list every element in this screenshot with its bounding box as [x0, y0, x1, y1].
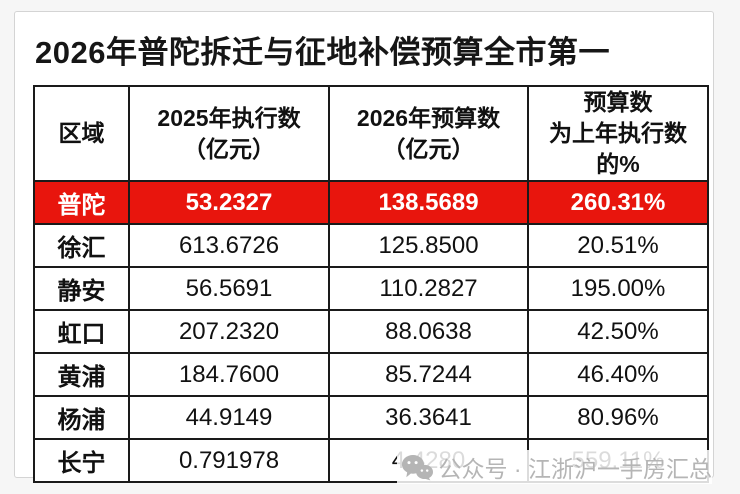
- col-header-line1: 区域: [58, 120, 105, 146]
- budget-2026-cell: 36.3641: [328, 395, 529, 440]
- col-header-line1: 2026年预算数: [356, 104, 501, 131]
- col-header-line1: 2025年执行数: [157, 104, 301, 131]
- col-header-line2: （亿元）: [183, 135, 275, 162]
- col-header-exec-2025: 2025年执行数 （亿元）: [128, 85, 330, 182]
- region-cell: 黄浦: [33, 352, 130, 397]
- exec-2025-cell: 184.7600: [128, 352, 330, 397]
- budget-2026-cell: 85.7244: [328, 352, 529, 397]
- col-header-line1: 预算数: [583, 89, 653, 115]
- exec-2025-cell: 613.6726: [128, 223, 330, 268]
- region-cell: 徐汇: [33, 223, 130, 268]
- table-row-xuhui: 徐汇 613.6726 125.8500 20.51%: [33, 223, 709, 268]
- exec-2025-cell: 207.2320: [128, 309, 330, 354]
- pct-cell: 80.96%: [527, 395, 709, 440]
- col-header-line2: 为上年执行数的%: [549, 120, 687, 177]
- budget-2026-cell: 110.2827: [328, 266, 529, 311]
- exec-2025-cell: 44.9149: [128, 395, 330, 440]
- image-card: 2026年普陀拆迁与征地补偿预算全市第一 区域 2025年执行数 （亿元） 202…: [14, 11, 714, 483]
- table-row-yangpu: 杨浦 44.9149 36.3641 80.96%: [33, 395, 709, 440]
- exec-2025-cell: 0.791978: [128, 438, 330, 483]
- pct-cell: 20.51%: [527, 223, 709, 268]
- col-header-line2: （亿元）: [382, 135, 475, 162]
- region-cell: 普陀: [33, 180, 130, 225]
- pct-cell: 46.40%: [527, 352, 709, 397]
- budget-table: 区域 2025年执行数 （亿元） 2026年预算数 （亿元） 预算数为上年执行数的%…: [33, 85, 709, 483]
- budget-2026-cell: 125.8500: [328, 223, 529, 268]
- col-header-region: 区域: [33, 85, 130, 182]
- budget-2026-cell: 138.5689: [328, 180, 529, 225]
- table-row-hongkou: 虹口 207.2320 88.0638 42.50%: [33, 309, 709, 354]
- region-cell: 长宁: [33, 438, 130, 483]
- region-cell: 静安: [33, 266, 130, 311]
- pct-cell: 195.00%: [527, 266, 709, 311]
- pct-cell: 260.31%: [527, 180, 709, 225]
- page-title: 2026年普陀拆迁与征地补偿预算全市第一: [35, 35, 610, 70]
- watermark-text: 公众号 · 江浙沪一手房汇总: [438, 456, 712, 482]
- region-cell: 杨浦: [33, 395, 130, 440]
- pct-cell: 42.50%: [527, 309, 709, 354]
- budget-2026-cell: 88.0638: [328, 309, 529, 354]
- col-header-pct: 预算数为上年执行数的%: [527, 85, 709, 182]
- col-header-budget-2026: 2026年预算数 （亿元）: [328, 85, 529, 182]
- table-row-huangpu: 黄浦 184.7600 85.7244 46.40%: [33, 352, 709, 397]
- wechat-icon: [401, 454, 433, 481]
- table-header-row: 区域 2025年执行数 （亿元） 2026年预算数 （亿元） 预算数为上年执行数的%: [33, 85, 709, 182]
- table-row-putuo: 普陀 53.2327 138.5689 260.31%: [33, 180, 709, 225]
- watermark: 公众号 · 江浙沪一手房汇总: [396, 450, 712, 484]
- exec-2025-cell: 56.5691: [128, 266, 330, 311]
- region-cell: 虹口: [33, 309, 130, 354]
- exec-2025-cell: 53.2327: [128, 180, 330, 225]
- table-row-jingan: 静安 56.5691 110.2827 195.00%: [33, 266, 709, 311]
